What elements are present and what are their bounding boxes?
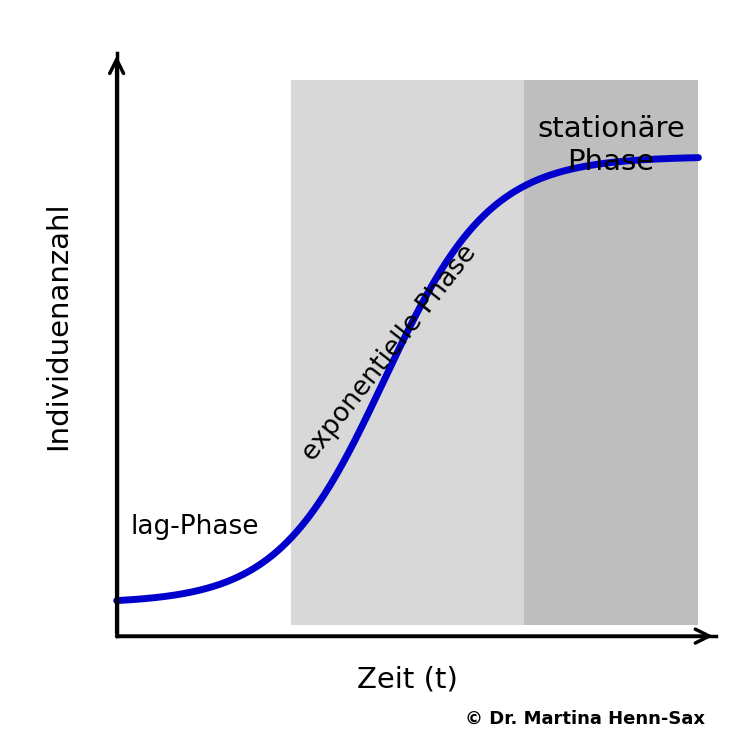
Text: Zeit (t): Zeit (t) xyxy=(357,666,458,694)
Text: lag-Phase: lag-Phase xyxy=(131,514,260,540)
Bar xyxy=(291,80,524,625)
Text: stationäre
Phase: stationäre Phase xyxy=(537,115,685,175)
Bar xyxy=(117,80,291,625)
Text: © Dr. Martina Henn-Sax: © Dr. Martina Henn-Sax xyxy=(465,709,705,727)
Bar xyxy=(524,80,698,625)
Text: exponentielle Phase: exponentielle Phase xyxy=(298,240,482,466)
Text: Individuenanzahl: Individuenanzahl xyxy=(44,201,73,450)
